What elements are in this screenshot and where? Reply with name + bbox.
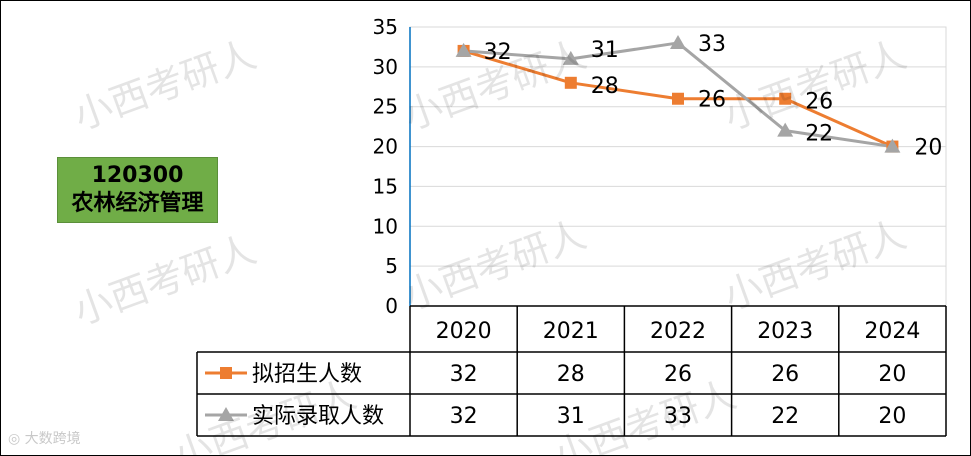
watermark-text: 小西考研人 [718,212,912,318]
legend-series-name: 实际录取人数 [252,404,384,429]
watermark-text: 小西考研人 [398,212,592,318]
data-label: 33 [698,32,726,57]
data-point [455,42,472,57]
table-value: 20 [878,362,906,387]
data-label: 26 [805,90,833,115]
data-point [672,92,684,105]
y-tick-label: 0 [385,294,398,318]
y-tick-label: 10 [373,214,398,238]
logo-watermark-text: 大数跨境 [24,431,81,447]
logo-watermark: ◎ 大数跨境 [8,428,81,448]
x-category-label: 2020 [436,319,492,344]
major-label-box: 120300 农林经济管理 [57,157,218,223]
major-code: 120300 [91,163,184,188]
x-category-label: 2023 [757,319,813,344]
x-category-label: 2021 [543,319,599,344]
legend-series-name: 拟招生人数 [252,362,362,387]
table-value: 32 [450,404,478,429]
y-tick-label: 5 [385,254,398,278]
data-label: 31 [591,38,619,63]
data-label: 26 [698,88,726,113]
y-tick-label: 20 [373,135,398,159]
double-circle-icon: ◎ [8,431,21,447]
series-layer: 32 28 26 26 20 31 33 22 [455,32,942,161]
y-tick-label: 15 [373,174,398,198]
table-value: 32 [450,362,478,387]
table-value: 26 [664,362,692,387]
data-point [777,122,794,137]
legend-key-marker [218,407,234,421]
table-value: 22 [771,404,799,429]
data-point [779,92,792,105]
watermark-text: 小西考研人 [68,32,262,138]
table-value: 20 [878,404,906,429]
y-tick-label: 30 [373,55,398,79]
y-tick-label: 25 [373,95,398,119]
axes: 0 5 10 15 20 25 30 35 [373,15,947,318]
data-label: 20 [914,136,942,161]
x-category-label: 2022 [650,319,706,344]
data-label: 32 [484,40,512,65]
data-point [562,50,579,65]
table-value: 33 [664,404,692,429]
table-value: 28 [557,362,585,387]
table-value: 31 [557,404,585,429]
y-tick-label: 35 [373,15,398,39]
data-point [564,76,577,89]
data-label: 22 [805,122,833,147]
x-category-label: 2024 [864,319,920,344]
legend-key-marker [220,367,232,379]
data-point [670,34,686,49]
data-label: 28 [591,74,619,99]
major-name: 农林经济管理 [71,191,204,216]
table-value: 26 [771,362,799,387]
data-point [884,138,901,153]
watermark-text: 小西考研人 [68,227,262,333]
